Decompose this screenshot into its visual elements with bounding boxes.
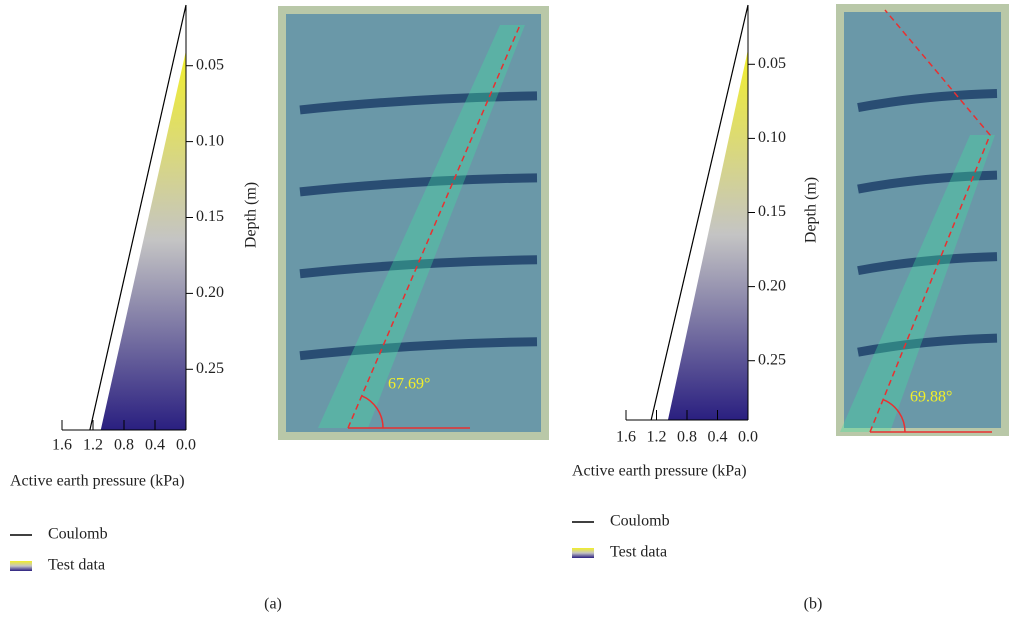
y-axis-label: Depth (m) [803,177,820,243]
y-tick-label: 0.05 [196,56,224,73]
photo-stripe [299,337,538,361]
slip-line [869,9,991,433]
photo-stripe [299,91,538,115]
photo-stripe [857,89,998,112]
y-tick-label: 0.15 [196,208,224,225]
slip-band [840,135,995,432]
x-tick-label: 0.8 [677,429,697,446]
x-tick-label: 0.0 [176,437,196,454]
angle-annotation: 69.88° [910,389,952,406]
legend-swatch [10,561,32,571]
legend-label: Coulomb [48,526,108,543]
x-tick-label: 0.4 [145,437,165,454]
coulomb-line [650,4,749,421]
test-data-area [667,49,748,420]
x-tick-label: 1.6 [616,429,636,446]
x-axis-label: Active earth pressure (kPa) [10,473,185,490]
photo [282,10,545,436]
legend-label: Test data [48,557,105,574]
angle-arc [882,398,906,433]
y-tick-label: 0.15 [758,203,786,220]
photo-stripe [299,173,538,197]
y-tick-label: 0.25 [758,351,786,368]
test-data-area [100,50,186,431]
panel-label: (b) [804,596,823,613]
photo-stripe [857,170,998,194]
y-tick-label: 0.10 [758,129,786,146]
photo-stripe [857,333,998,357]
y-tick-label: 0.20 [758,277,786,294]
coulomb-line [89,4,187,431]
photo-stripe [299,255,538,279]
legend-label: Test data [610,544,667,561]
angle-annotation: 67.69° [388,376,430,393]
photo [840,8,1005,432]
x-tick-label: 0.8 [114,437,134,454]
x-tick-label: 0.4 [708,429,728,446]
x-axis-label: Active earth pressure (kPa) [572,463,747,480]
x-tick-label: 1.2 [83,437,103,454]
x-tick-label: 0.0 [738,429,758,446]
x-tick-label: 1.2 [647,429,667,446]
panel-label: (a) [264,596,282,613]
slip-band [318,25,525,428]
photo-border [278,6,549,440]
y-tick-label: 0.05 [758,55,786,72]
slip-line [347,24,521,429]
photo-stripe [857,252,998,276]
y-tick-label: 0.20 [196,284,224,301]
legend-label: Coulomb [610,513,670,530]
y-tick-label: 0.25 [196,360,224,377]
angle-arc [361,395,384,429]
y-tick-label: 0.10 [196,132,224,149]
x-tick-label: 1.6 [52,437,72,454]
y-axis-label: Depth (m) [243,182,260,248]
legend-swatch [572,548,594,558]
